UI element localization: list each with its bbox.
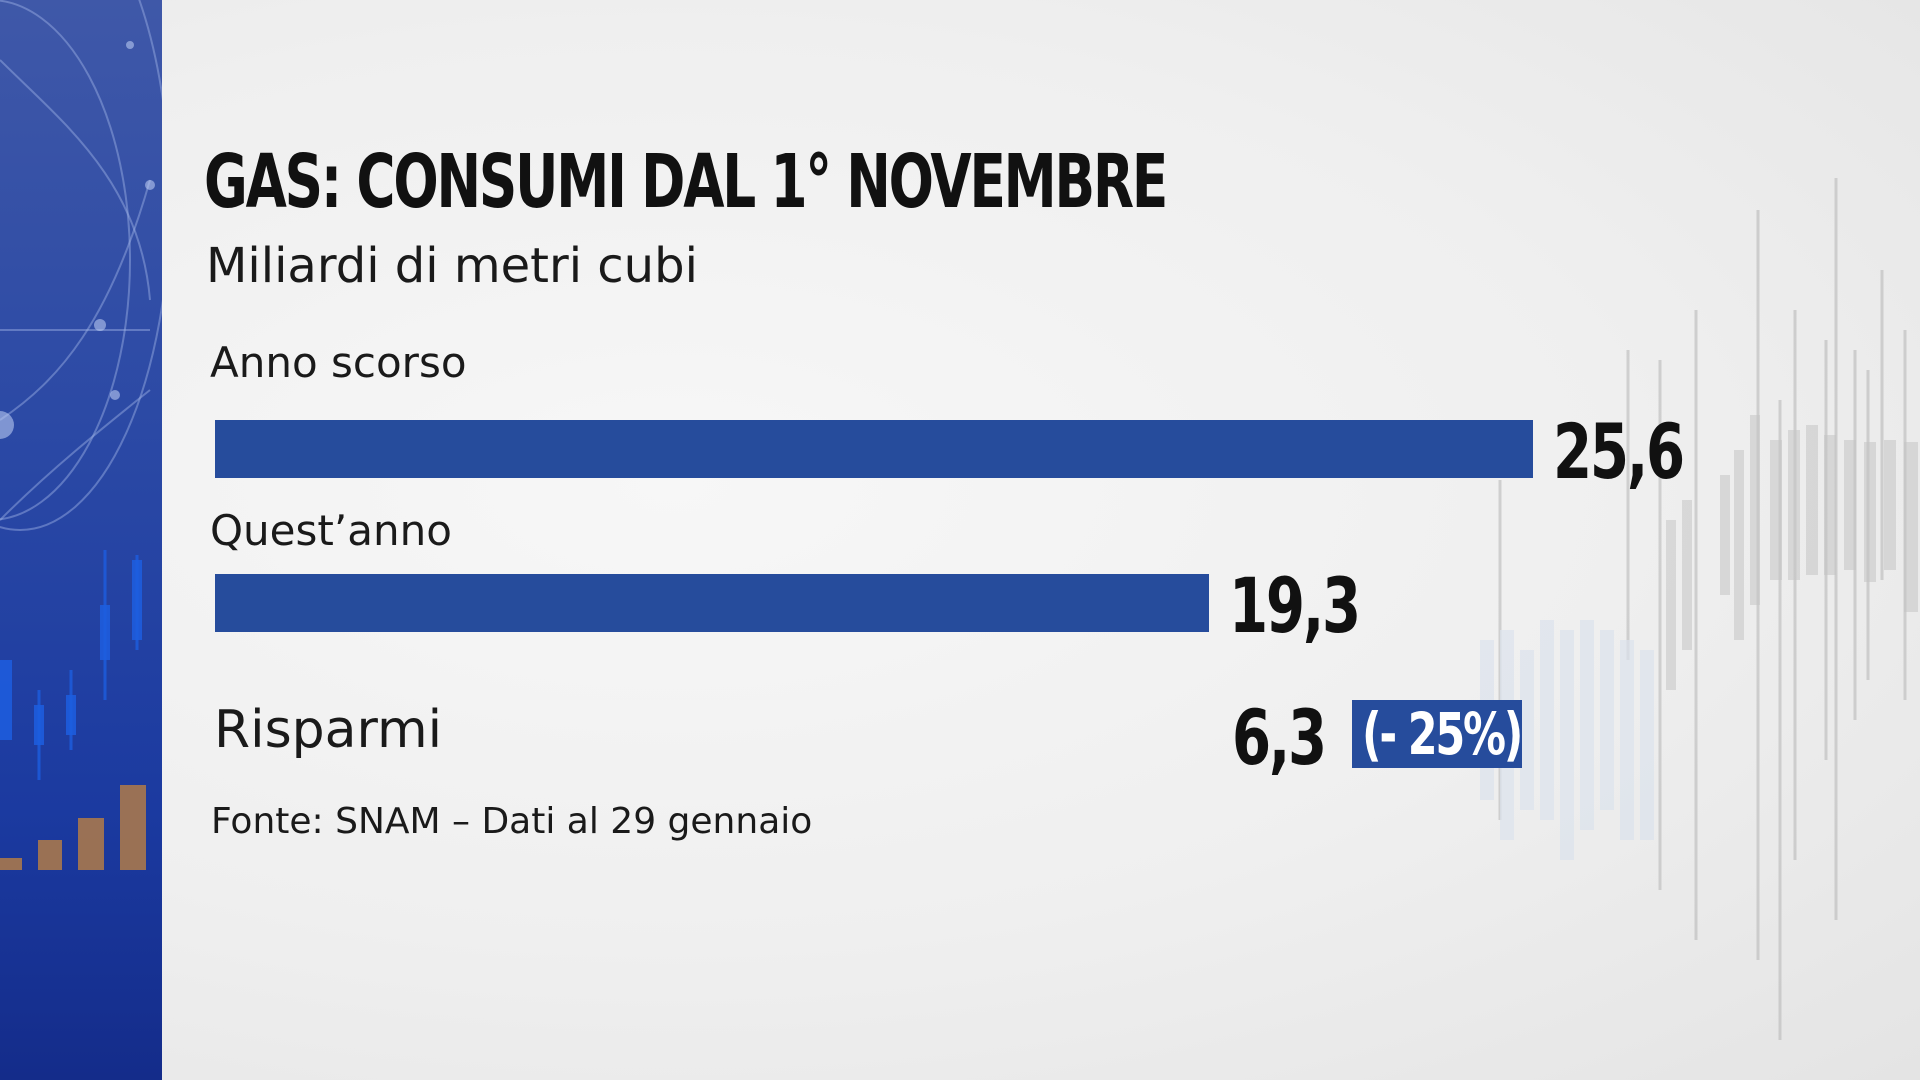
decorative-side-panel (0, 0, 162, 1080)
category-label-anno-scorso: Anno scorso (210, 338, 467, 387)
globe-network-graphic (0, 0, 162, 870)
candlestick-graphic (0, 550, 142, 780)
orange-bars-graphic (0, 785, 146, 870)
chart-subtitle: Miliardi di metri cubi (206, 238, 698, 294)
category-label-quest-anno: Quest’anno (210, 506, 452, 555)
value-label-anno-scorso: 25,6 (1553, 407, 1685, 496)
background-candlestick-decoration (1480, 178, 1918, 1040)
bar-quest-anno (215, 574, 1209, 632)
savings-label: Risparmi (214, 700, 443, 760)
savings-value: 6,3 (1232, 693, 1327, 782)
savings-percent-text: (- 25%) (1362, 700, 1523, 768)
source-note: Fonte: SNAM – Dati al 29 gennaio (211, 801, 813, 842)
bar-anno-scorso (215, 420, 1533, 478)
savings-percent-badge: (- 25%) (1352, 700, 1523, 768)
chart-title: GAS: CONSUMI DAL 1° NOVEMBRE (204, 139, 1168, 225)
value-label-quest-anno: 19,3 (1229, 561, 1361, 650)
